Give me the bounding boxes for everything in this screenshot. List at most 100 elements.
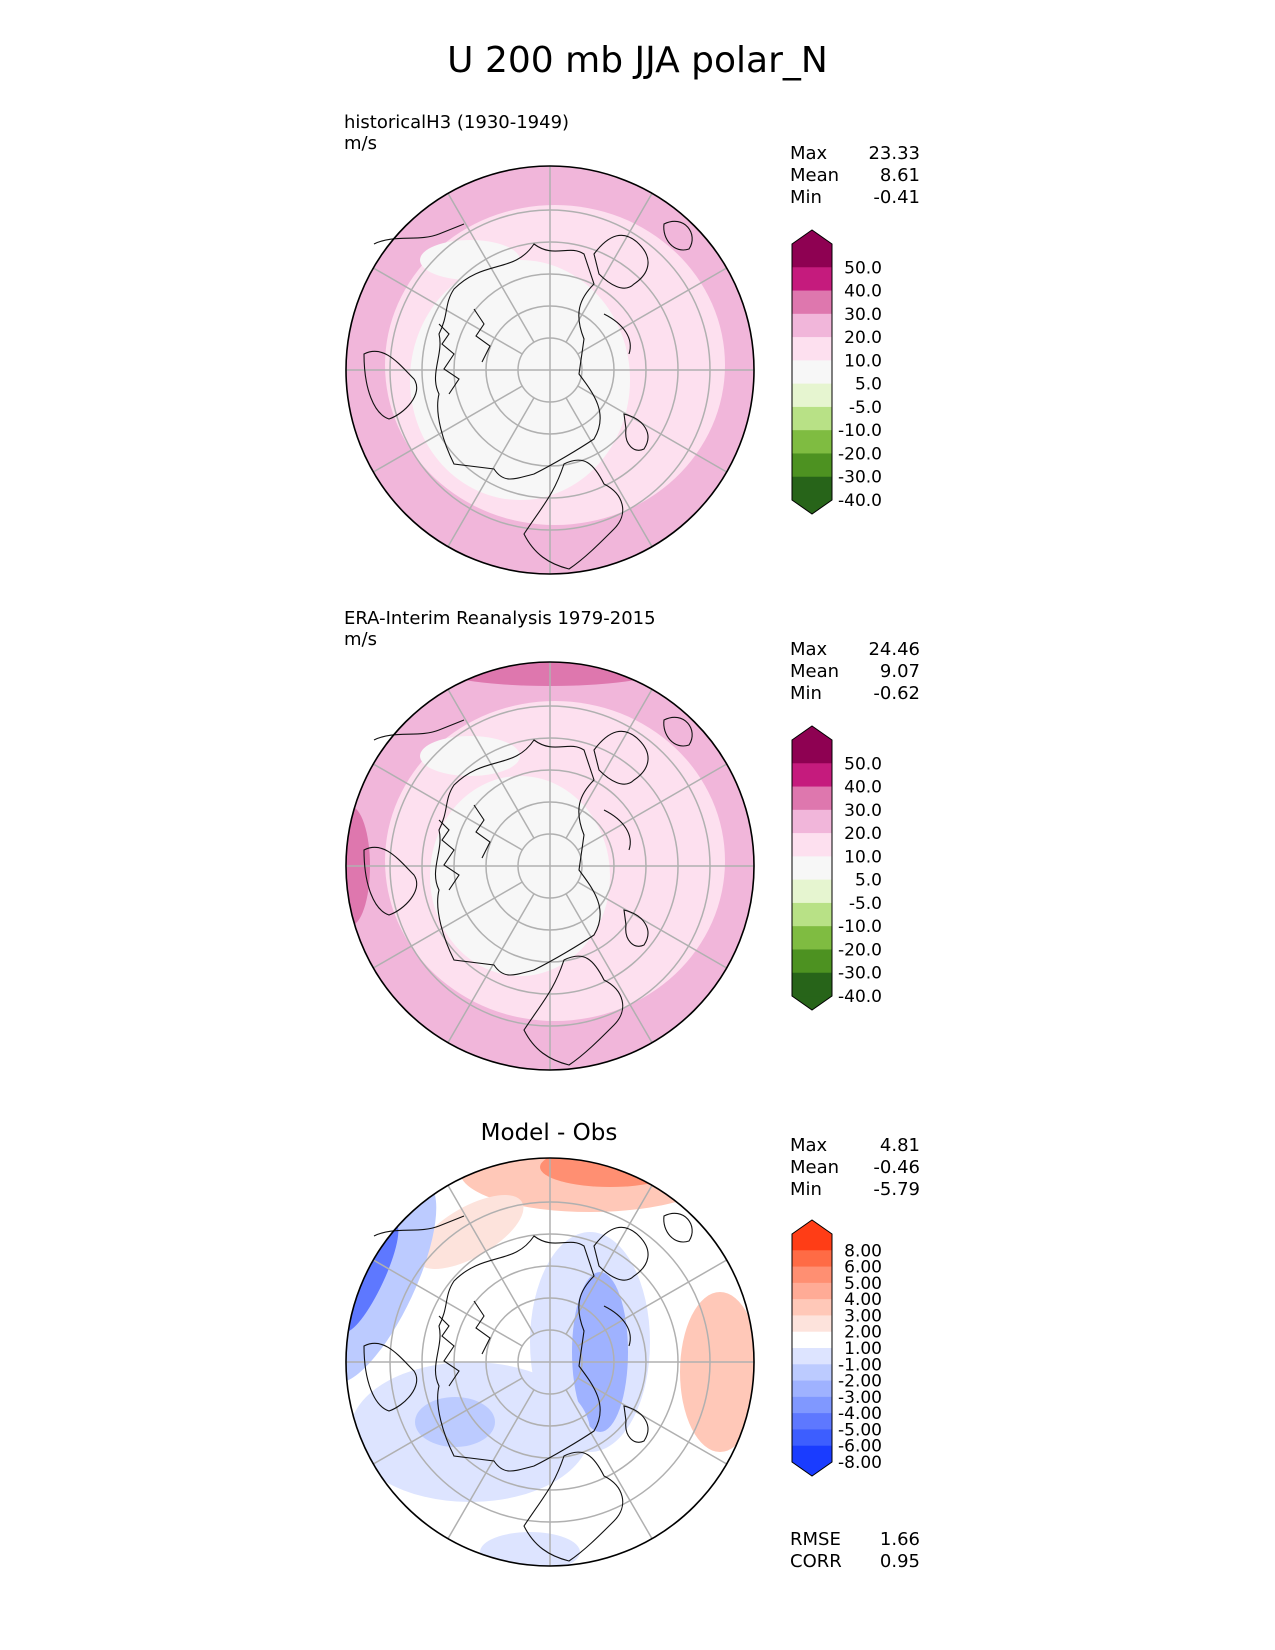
colorbar-tick-label: 1.00 <box>844 1339 882 1359</box>
panel-1-stats: Max 23.33 Mean 8.61 Min -0.41 <box>790 143 920 209</box>
colorbar-outline <box>791 725 833 1011</box>
coastline-path <box>603 1305 631 1347</box>
colorbar-1: 50.0 40.0 30.0 20.0 10.0 5.0 -5.0 -10.0 -20.0 -30… <box>791 229 882 515</box>
colorbar-tick-label: -6.00 <box>838 1437 882 1457</box>
colorbar-extend-bottom <box>792 996 832 1010</box>
coastline-path <box>473 1300 491 1355</box>
coastline-path <box>593 234 649 289</box>
stat-label: Mean <box>790 165 840 186</box>
meridian-line <box>372 267 523 355</box>
meridian-line <box>447 1184 535 1335</box>
coastline-path <box>523 1451 624 1562</box>
colorbar-swatch <box>792 406 832 431</box>
colorbar-tick-label: -40.0 <box>838 491 882 511</box>
polar-map-1 <box>345 165 755 575</box>
colorbar-extend-top <box>792 726 832 740</box>
coastline-path <box>603 809 631 851</box>
coastline-path <box>603 313 631 355</box>
coastline-path <box>623 413 649 451</box>
coastline-path <box>434 739 601 976</box>
colorbar-swatch <box>792 337 832 361</box>
coastline-path <box>373 1215 465 1237</box>
stat-label: RMSE <box>790 1529 841 1550</box>
meridian-line <box>577 763 728 851</box>
stat-label: Min <box>790 1179 822 1200</box>
map-border <box>345 661 755 1071</box>
coastline-path <box>434 1235 601 1472</box>
colorbar-tick-label: 40.0 <box>844 282 882 302</box>
colorbar-swatch <box>792 972 832 997</box>
colorbar-tick-label: 20.0 <box>844 328 882 348</box>
colorbar-swatch <box>792 244 832 268</box>
meridian-line <box>565 1184 653 1335</box>
meridian-line <box>577 385 728 473</box>
stat-label: Max <box>790 1135 828 1156</box>
panel-3-title: Model - Obs <box>480 1120 618 1146</box>
colorbar-swatch <box>792 267 832 292</box>
stat-value: -5.79 <box>873 1179 920 1200</box>
colorbar-tick-label: -10.0 <box>838 421 882 441</box>
colorbar-swatch <box>792 926 832 951</box>
colorbar-tick-label: 10.0 <box>844 847 882 867</box>
colorbar-swatch <box>792 1315 832 1333</box>
colorbar-tick-label: -1.00 <box>838 1355 882 1375</box>
stat-label: Max <box>790 143 828 164</box>
map-border <box>345 165 755 575</box>
colorbar-swatch <box>792 1282 832 1300</box>
meridian-line <box>577 267 728 355</box>
colorbar-tick-label: 4.00 <box>844 1290 882 1310</box>
colorbar-tick-label: -30.0 <box>838 468 882 488</box>
coastline-path <box>663 716 693 747</box>
colorbar-extend-top <box>792 1220 832 1234</box>
colorbar-swatch <box>792 1364 832 1382</box>
stat-label: Min <box>790 187 822 208</box>
stat-value: 1.66 <box>879 1529 920 1550</box>
coastline-path <box>363 846 417 916</box>
colorbar-swatch <box>792 1331 832 1349</box>
field-band <box>420 736 520 776</box>
meridian-line <box>372 1377 523 1465</box>
coastline-path <box>523 459 624 570</box>
colorbar-swatch <box>792 740 832 764</box>
colorbar-swatch <box>792 1234 832 1251</box>
stat-label: Max <box>790 639 828 660</box>
coastline-path <box>438 323 460 395</box>
stat-value: -0.62 <box>873 683 920 704</box>
colorbar-tick-label: 30.0 <box>844 801 882 821</box>
colorbar-tick-label: -10.0 <box>838 917 882 937</box>
colorbar-swatch <box>792 1413 832 1431</box>
colorbar-tick-label: 5.0 <box>855 375 882 395</box>
panel-2-title: ERA-Interim Reanalysis 1979-2015 <box>344 608 656 629</box>
meridian-line <box>565 192 653 343</box>
colorbar-swatch <box>792 476 832 501</box>
colorbar-swatch <box>792 1380 832 1398</box>
field-band <box>346 1222 399 1332</box>
coastline-path <box>523 955 624 1066</box>
colorbar-swatch <box>792 430 832 455</box>
colorbar-tick-label: 30.0 <box>844 305 882 325</box>
field-band <box>416 1195 524 1269</box>
stat-label: CORR <box>790 1551 842 1572</box>
colorbar-tick-label: -5.00 <box>838 1420 882 1440</box>
panel-2-stats: Max 24.46 Mean 9.07 Min -0.62 <box>790 639 920 705</box>
colorbar-swatch <box>792 949 832 974</box>
colorbar-swatch <box>792 1266 832 1284</box>
colorbar-tick-label: -2.00 <box>838 1372 882 1392</box>
stat-label: Mean <box>790 661 840 682</box>
coastlines <box>363 1212 693 1562</box>
panel-3-error-stats: RMSE 1.66 CORR 0.95 <box>790 1529 920 1573</box>
stat-value: 23.33 <box>868 143 920 164</box>
stat-value: 0.95 <box>879 1551 920 1572</box>
colorbar-tick-label: 3.00 <box>844 1306 882 1326</box>
coastline-path <box>363 350 417 420</box>
colorbar-swatch <box>792 1396 832 1414</box>
meridian-line <box>372 1259 523 1347</box>
colorbar-tick-label: -8.00 <box>838 1453 882 1473</box>
colorbar-tick-label: -30.0 <box>838 964 882 984</box>
coastline-path <box>593 730 649 785</box>
meridian-line <box>577 881 728 969</box>
stat-value: 4.81 <box>879 1135 920 1156</box>
meridian-line <box>577 1377 728 1465</box>
colorbar-swatch <box>792 383 832 408</box>
colorbar-tick-label: -40.0 <box>838 987 882 1007</box>
